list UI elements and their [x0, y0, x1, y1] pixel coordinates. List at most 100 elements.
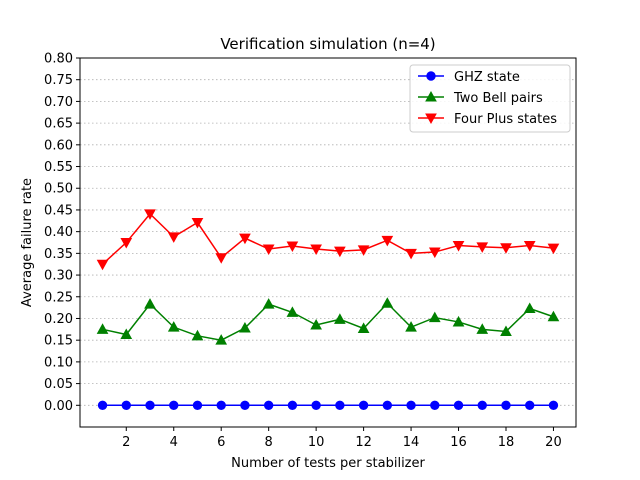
data-point: [191, 218, 204, 229]
y-tick-label: 0.40: [44, 225, 73, 240]
y-tick-label: 0.45: [44, 203, 73, 218]
x-tick-label: 20: [545, 435, 562, 450]
x-axis-label: Number of tests per stabilizer: [231, 456, 425, 471]
data-point: [547, 310, 560, 322]
data-point: [405, 321, 417, 332]
y-tick-label: 0.50: [44, 182, 73, 197]
data-point: [144, 209, 156, 220]
data-point: [262, 244, 275, 256]
legend-frame: [409, 64, 571, 133]
series-ghz-state: [97, 400, 559, 410]
data-point: [145, 400, 155, 410]
y-tick-label: 0.10: [44, 355, 73, 370]
y-tick-label: 0.60: [44, 138, 73, 153]
y-tick-label: 0.00: [44, 399, 73, 414]
x-tick-label: 4: [170, 435, 178, 450]
series-two-bell-pairs: [96, 297, 560, 345]
data-point: [169, 400, 179, 410]
y-axis: 0.00 0.05 0.10 0.15 0.20 0.25 0.30 0.35 0.40 0.45…: [44, 52, 80, 414]
data-point: [525, 400, 535, 410]
data-point: [239, 321, 251, 333]
legend-item: Four Plus states: [418, 112, 557, 127]
legend: GHZ state Two Bell pairs Four Plus states: [409, 64, 571, 133]
legend-marker: [426, 71, 436, 81]
x-tick-label: 2: [122, 435, 130, 450]
data-point: [263, 400, 274, 410]
legend-marker: [425, 90, 437, 102]
data-point: [191, 329, 204, 341]
y-tick-label: 0.35: [44, 247, 73, 262]
data-point: [286, 241, 299, 253]
data-point: [452, 241, 465, 252]
y-tick-label: 0.15: [44, 334, 73, 349]
x-tick-label: 6: [217, 435, 225, 450]
data-point: [239, 233, 251, 245]
y-tick-label: 0.75: [44, 73, 73, 88]
data-point: [215, 253, 228, 264]
legend-label: GHZ state: [454, 70, 520, 85]
data-point: [167, 232, 180, 243]
data-point: [406, 400, 416, 410]
data-point: [523, 302, 536, 313]
data-point: [262, 298, 275, 309]
data-point: [310, 244, 322, 256]
y-tick-label: 0.05: [44, 377, 73, 392]
chart-title: Verification simulation (n=4): [220, 35, 435, 53]
data-point: [357, 245, 370, 256]
data-point: [334, 313, 346, 324]
data-point: [215, 334, 228, 345]
data-point: [167, 321, 180, 332]
data-point: [453, 400, 464, 410]
data-point: [501, 400, 511, 410]
data-point: [120, 238, 133, 249]
data-point: [120, 328, 133, 340]
y-tick-label: 0.30: [44, 269, 73, 284]
data-point: [97, 400, 108, 410]
y-tick-label: 0.55: [44, 160, 73, 175]
data-point: [286, 306, 299, 317]
y-tick-label: 0.80: [44, 52, 73, 67]
data-point: [381, 297, 394, 308]
data-point: [96, 259, 109, 271]
x-tick-label: 10: [308, 435, 325, 450]
data-point: [405, 248, 417, 260]
data-point: [310, 318, 322, 330]
data-point: [334, 246, 346, 258]
data-point: [192, 400, 203, 410]
data-point: [144, 298, 156, 309]
data-point: [428, 311, 441, 323]
y-axis-label: Average failure rate: [20, 178, 35, 307]
x-tick-label: 8: [265, 435, 273, 450]
data-point: [287, 400, 298, 410]
legend-label: Four Plus states: [454, 112, 557, 127]
data-point: [548, 400, 559, 410]
data-point: [381, 235, 394, 247]
data-point: [452, 315, 465, 327]
data-point: [311, 400, 321, 410]
y-tick-label: 0.65: [44, 117, 73, 132]
data-point: [523, 241, 536, 252]
data-point: [96, 323, 109, 334]
x-tick-label: 14: [403, 435, 420, 450]
data-point: [476, 323, 489, 334]
data-point: [240, 400, 250, 410]
legend-item: GHZ state: [418, 70, 520, 85]
data-point: [476, 242, 489, 253]
y-tick-label: 0.20: [44, 312, 73, 327]
data-point: [500, 243, 512, 254]
data-point: [216, 400, 226, 410]
data-point: [121, 400, 131, 410]
y-tick-label: 0.70: [44, 95, 73, 110]
x-axis: 2 4 6 8 10 12 14 16 18 20: [122, 427, 562, 450]
data-point: [430, 400, 440, 410]
data-point: [428, 247, 441, 259]
series-four-plus-states: [96, 209, 560, 271]
series-layer: [96, 209, 560, 410]
data-point: [547, 243, 560, 255]
legend-item: Two Bell pairs: [418, 90, 543, 106]
x-tick-label: 18: [498, 435, 515, 450]
y-tick-label: 0.25: [44, 290, 73, 305]
data-point: [500, 325, 512, 336]
legend-marker: [425, 113, 437, 125]
